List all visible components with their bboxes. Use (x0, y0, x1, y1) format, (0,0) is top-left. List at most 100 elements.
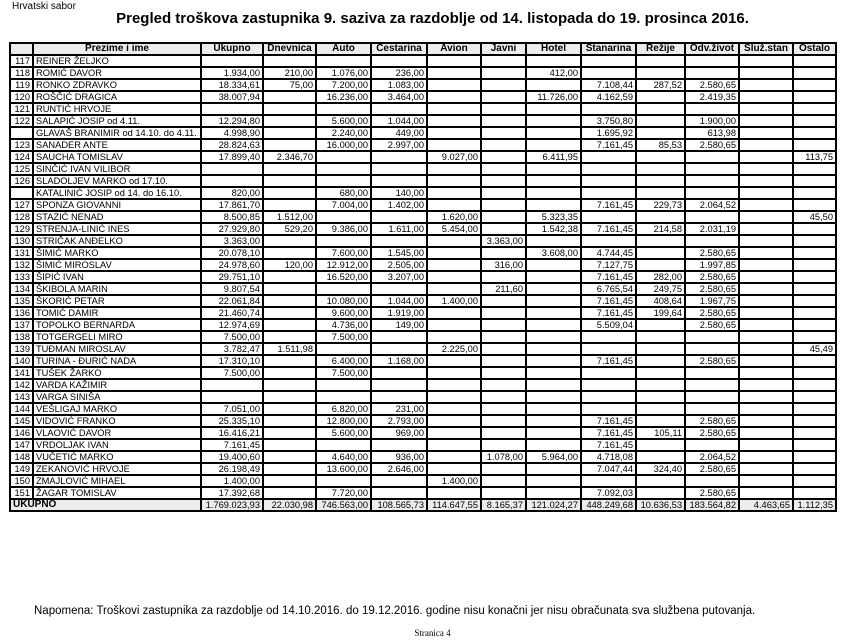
row-number (9, 126, 34, 140)
amount-cell (480, 486, 527, 500)
amount-cell (262, 486, 317, 500)
row-number: 129 (9, 222, 34, 236)
amount-cell (370, 378, 428, 392)
amount-cell (480, 342, 527, 356)
amount-cell (426, 186, 482, 200)
amount-cell (792, 174, 837, 188)
amount-cell: 7.127,75 (580, 258, 637, 272)
amount-cell: 1.545,00 (370, 246, 428, 260)
amount-cell (480, 306, 527, 320)
table-row: 150 ZMAJLOVIĆ MIHAEL 1.400,00 1.400,00 (9, 474, 837, 488)
amount-cell (525, 174, 582, 188)
amount-cell: 3.750,80 (580, 114, 637, 128)
amount-cell: 2.031,19 (684, 222, 740, 236)
amount-cell (635, 234, 686, 248)
amount-cell: 2.580,65 (684, 486, 740, 500)
amount-cell (426, 270, 482, 284)
row-number: 139 (9, 342, 34, 356)
row-number: 118 (9, 66, 34, 80)
table-row: 134 ŠKIBOLA MARIN 9.807,54 211,60 6.765,54 24… (9, 282, 837, 296)
table-row: 144 VEŠLIGAJ MARKO 7.051,00 6.820,00 231,00 (9, 402, 837, 416)
column-header: Auto (315, 42, 372, 56)
amount-cell (525, 126, 582, 140)
row-number: 135 (9, 294, 34, 308)
amount-cell (635, 54, 686, 68)
amount-cell (738, 78, 794, 92)
amount-cell: 2.580,65 (684, 270, 740, 284)
amount-cell (635, 414, 686, 428)
member-name: TOPOLKO BERNARDA (32, 318, 202, 332)
amount-cell (426, 162, 482, 176)
amount-cell (370, 474, 428, 488)
amount-cell: 7.500,00 (315, 366, 372, 380)
amount-cell (525, 162, 582, 176)
total-amount: 1.112,35 (792, 498, 837, 512)
amount-cell: 1.168,00 (370, 354, 428, 368)
row-number: 143 (9, 390, 34, 404)
amount-cell (738, 234, 794, 248)
amount-cell (480, 390, 527, 404)
amount-cell (635, 102, 686, 116)
amount-cell (580, 186, 637, 200)
amount-cell: 38.007,94 (200, 90, 264, 104)
amount-cell (635, 390, 686, 404)
row-number: 148 (9, 450, 34, 464)
amount-cell: 25.335,10 (200, 414, 264, 428)
amount-cell (480, 78, 527, 92)
table-row: 124 SAUCHA TOMISLAV 17.899,40 2.346,70 9.027… (9, 150, 837, 164)
amount-cell (792, 282, 837, 296)
amount-cell (370, 174, 428, 188)
amount-cell: 24.978,60 (200, 258, 264, 272)
amount-cell: 316,00 (480, 258, 527, 272)
amount-cell (370, 162, 428, 176)
amount-cell (262, 390, 317, 404)
amount-cell (792, 234, 837, 248)
row-number: 132 (9, 258, 34, 272)
amount-cell: 7.500,00 (200, 330, 264, 344)
amount-cell (684, 162, 740, 176)
amount-cell (262, 366, 317, 380)
amount-cell (262, 462, 317, 476)
amount-cell (792, 402, 837, 416)
amount-cell: 120,00 (262, 258, 317, 272)
amount-cell (525, 138, 582, 152)
amount-cell (480, 366, 527, 380)
amount-cell: 287,52 (635, 78, 686, 92)
amount-cell (525, 474, 582, 488)
amount-cell (792, 222, 837, 236)
amount-cell (738, 342, 794, 356)
amount-cell (525, 78, 582, 92)
amount-cell: 7.161,45 (580, 306, 637, 320)
amount-cell (262, 198, 317, 212)
amount-cell: 5.600,00 (315, 426, 372, 440)
amount-cell (738, 126, 794, 140)
amount-cell (525, 114, 582, 128)
amount-cell (370, 342, 428, 356)
amount-cell: 7.161,45 (580, 294, 637, 308)
column-header: Ukupno (200, 42, 264, 56)
amount-cell (738, 306, 794, 320)
amount-cell (635, 150, 686, 164)
amount-cell (738, 402, 794, 416)
amount-cell: 820,00 (200, 186, 264, 200)
table-row: 136 TOMIĆ DAMIR 21.460,74 9.600,00 1.919,00 7… (9, 306, 837, 320)
amount-cell (480, 126, 527, 140)
amount-cell (262, 354, 317, 368)
amount-cell: 11.726,00 (525, 90, 582, 104)
row-number: 138 (9, 330, 34, 344)
amount-cell: 7.720,00 (315, 486, 372, 500)
amount-cell (480, 462, 527, 476)
total-amount: 22.030,98 (262, 498, 317, 512)
amount-cell (792, 258, 837, 272)
amount-cell: 12.800,00 (315, 414, 372, 428)
amount-cell: 7.161,45 (580, 138, 637, 152)
amount-cell: 2.580,65 (684, 414, 740, 428)
column-header: Cestarina (370, 42, 428, 56)
amount-cell (738, 474, 794, 488)
amount-cell (262, 246, 317, 260)
amount-cell (480, 210, 527, 224)
amount-cell: 1.919,00 (370, 306, 428, 320)
amount-cell (426, 282, 482, 296)
amount-cell (738, 54, 794, 68)
amount-cell (426, 438, 482, 452)
